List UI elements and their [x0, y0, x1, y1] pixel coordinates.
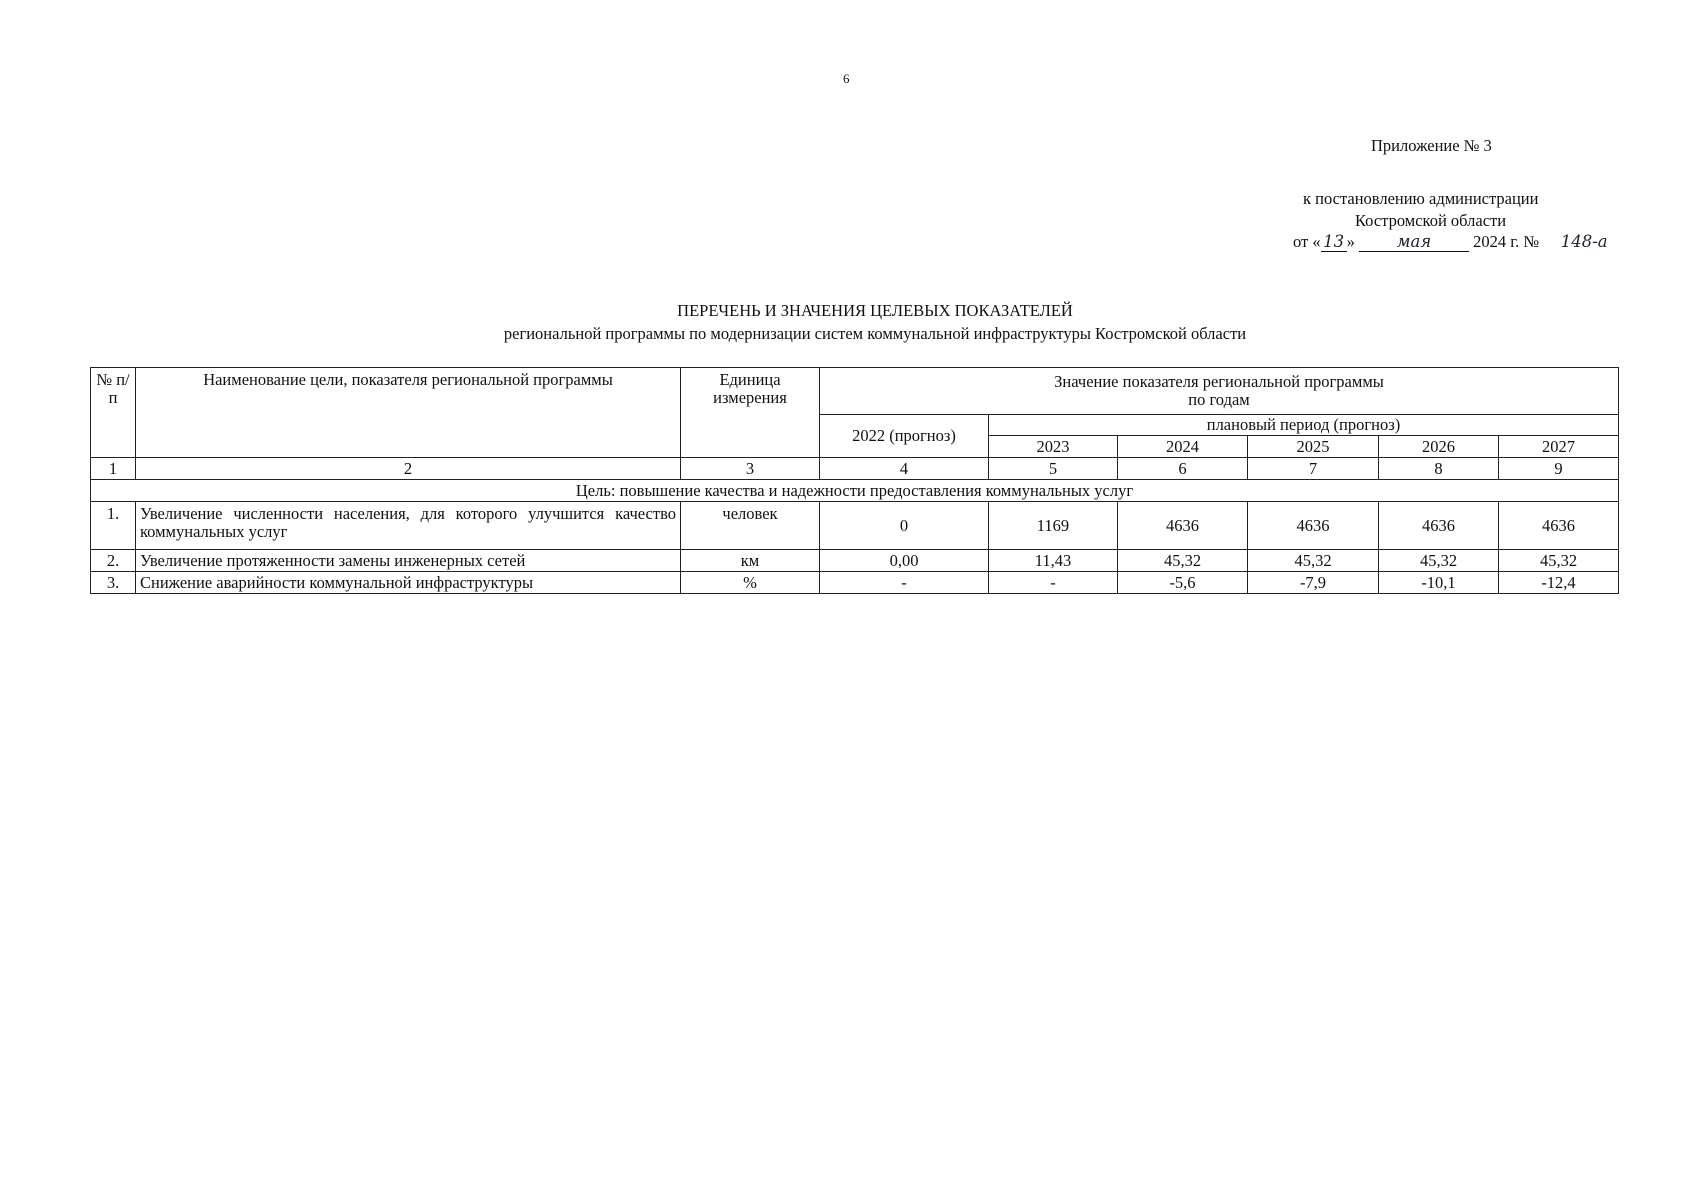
- table-row: 3. Снижение аварийности коммунальной инф…: [90, 571, 1619, 594]
- row-unit: человек: [680, 501, 820, 550]
- row-value: 45,32: [1247, 549, 1379, 572]
- appendix-label: Приложение № 3: [1371, 136, 1492, 155]
- header-num: № п/п: [90, 367, 136, 458]
- date-year: 2024 г. №: [1473, 232, 1540, 251]
- doc-number: 148-а: [1560, 232, 1608, 251]
- document-title: ПЕРЕЧЕНЬ И ЗНАЧЕНИЯ ЦЕЛЕВЫХ ПОКАЗАТЕЛЕЙ: [677, 301, 1073, 320]
- resolution-date-line: от «13» мая 2024 г. № 148-а: [1293, 232, 1629, 252]
- col-number: 8: [1378, 457, 1499, 480]
- row-value: 4636: [1498, 501, 1619, 550]
- document-subtitle: региональной программы по модернизации с…: [503, 324, 1247, 343]
- col-number: 4: [819, 457, 989, 480]
- col-number: 6: [1117, 457, 1248, 480]
- col-number: 2: [135, 457, 681, 480]
- row-value: -7,9: [1247, 571, 1379, 594]
- row-value: 4636: [1247, 501, 1379, 550]
- header-name: Наименование цели, показателя региональн…: [135, 367, 681, 458]
- row-value: 0,00: [819, 549, 989, 572]
- header-values-line1: Значение показателя региональной програм…: [1054, 372, 1384, 391]
- header-year: 2024: [1117, 435, 1248, 458]
- row-num: 2.: [90, 549, 136, 572]
- header-2022: 2022 (прогноз): [819, 414, 989, 458]
- header-values-line2: по годам: [1188, 390, 1250, 409]
- row-value: 45,32: [1117, 549, 1248, 572]
- row-name: Снижение аварийности коммунальной инфрас…: [135, 571, 681, 594]
- col-number: 9: [1498, 457, 1619, 480]
- row-name: Увеличение протяженности замены инженерн…: [135, 549, 681, 572]
- row-unit: %: [680, 571, 820, 594]
- row-value: 4636: [1378, 501, 1499, 550]
- header-year: 2027: [1498, 435, 1619, 458]
- row-value: 45,32: [1498, 549, 1619, 572]
- row-value: -5,6: [1117, 571, 1248, 594]
- page-number: 6: [843, 71, 850, 86]
- goal-text: Цель: повышение качества и надежности пр…: [90, 479, 1619, 502]
- header-year: 2026: [1378, 435, 1499, 458]
- row-value: 4636: [1117, 501, 1248, 550]
- date-prefix: от «: [1293, 232, 1321, 251]
- row-value: 11,43: [988, 549, 1118, 572]
- resolution-line-2: Костромской области: [1355, 211, 1507, 230]
- indicators-table: № п/п Наименование цели, показателя реги…: [90, 367, 1619, 594]
- goal-row: Цель: повышение качества и надежности пр…: [90, 479, 1619, 502]
- header-plan-period: плановый период (прогноз): [988, 414, 1619, 436]
- col-number: 1: [90, 457, 136, 480]
- row-num: 3.: [90, 571, 136, 594]
- col-number: 7: [1247, 457, 1379, 480]
- col-number: 3: [680, 457, 820, 480]
- date-day: 13: [1320, 232, 1347, 252]
- row-value: -12,4: [1498, 571, 1619, 594]
- date-month: мая: [1359, 232, 1469, 252]
- header-values: Значение показателя региональной програм…: [819, 367, 1619, 415]
- col-number: 5: [988, 457, 1118, 480]
- row-value: -: [988, 571, 1118, 594]
- row-value: -: [819, 571, 989, 594]
- row-unit: км: [680, 549, 820, 572]
- resolution-line-1: к постановлению администрации: [1303, 189, 1539, 208]
- row-value: -10,1: [1378, 571, 1499, 594]
- row-num: 1.: [90, 501, 136, 550]
- header-year: 2025: [1247, 435, 1379, 458]
- row-value: 1169: [988, 501, 1118, 550]
- row-value: 45,32: [1378, 549, 1499, 572]
- header-year: 2023: [988, 435, 1118, 458]
- header-unit: Единица измерения: [680, 367, 820, 458]
- date-mid: »: [1346, 232, 1355, 251]
- table-row: 1. Увеличение численности населения, для…: [90, 501, 1619, 550]
- row-value: 0: [819, 501, 989, 550]
- column-numbering-row: 1 2 3 4 5 6 7 8 9: [90, 457, 1619, 480]
- row-name: Увеличение численности населения, для ко…: [135, 501, 681, 550]
- table-row: 2. Увеличение протяженности замены инжен…: [90, 549, 1619, 572]
